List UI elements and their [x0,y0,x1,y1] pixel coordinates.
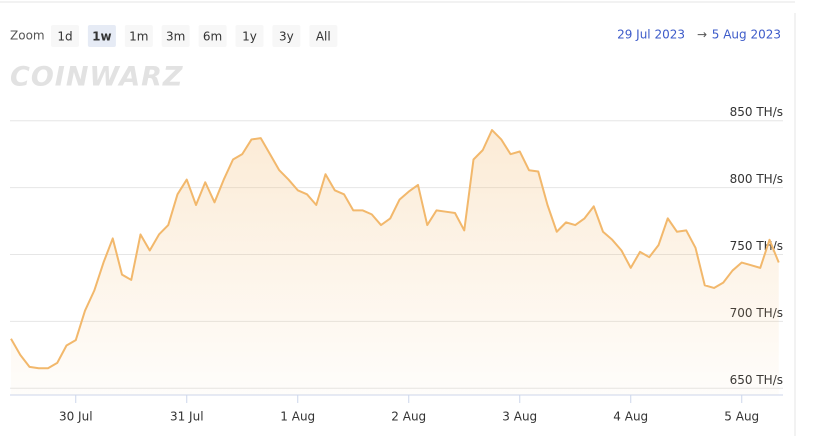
series-line [10,129,780,370]
zoom-button[interactable] [198,25,227,47]
zoom-button[interactable] [87,25,116,47]
watermark: COINWARZ [10,62,184,93]
x-tick-label: 4 Aug [613,410,648,424]
zoom-button-label[interactable]: 1y [242,30,257,44]
x-tick-label: 3 Aug [502,410,537,424]
zoom-button-label[interactable]: 3y [279,30,294,44]
x-tick-label: 1 Aug [280,410,315,424]
zoom-button-label[interactable]: 6m [203,30,222,44]
zoom-button[interactable] [272,25,301,47]
zoom-button[interactable] [309,25,338,47]
area-fill [11,130,779,395]
date-arrow: → [697,28,707,42]
zoom-button[interactable] [51,25,79,47]
y-tick-label: 800 TH/s [730,172,783,186]
y-tick-label: 850 TH/s [730,105,783,119]
zoom-button[interactable] [124,25,153,47]
zoom-button-label[interactable]: 1m [129,30,148,44]
zoom-button-label[interactable]: 1w [92,30,111,44]
zoom-button-label[interactable]: All [316,30,331,44]
zoom-button[interactable] [161,25,190,47]
date-to[interactable]: 5 Aug 2023 [712,28,781,42]
zoom-label: Zoom [10,29,45,43]
zoom-button-label[interactable]: 3m [166,30,185,44]
x-tick-label: 5 Aug [724,410,759,424]
x-tick-label: 2 Aug [391,410,426,424]
x-tick-label: 31 Jul [170,410,204,424]
x-tick-label: 30 Jul [59,410,93,424]
zoom-button-label[interactable]: 1d [57,30,72,44]
date-from[interactable]: 29 Jul 2023 [617,28,685,42]
zoom-button[interactable] [235,25,264,47]
